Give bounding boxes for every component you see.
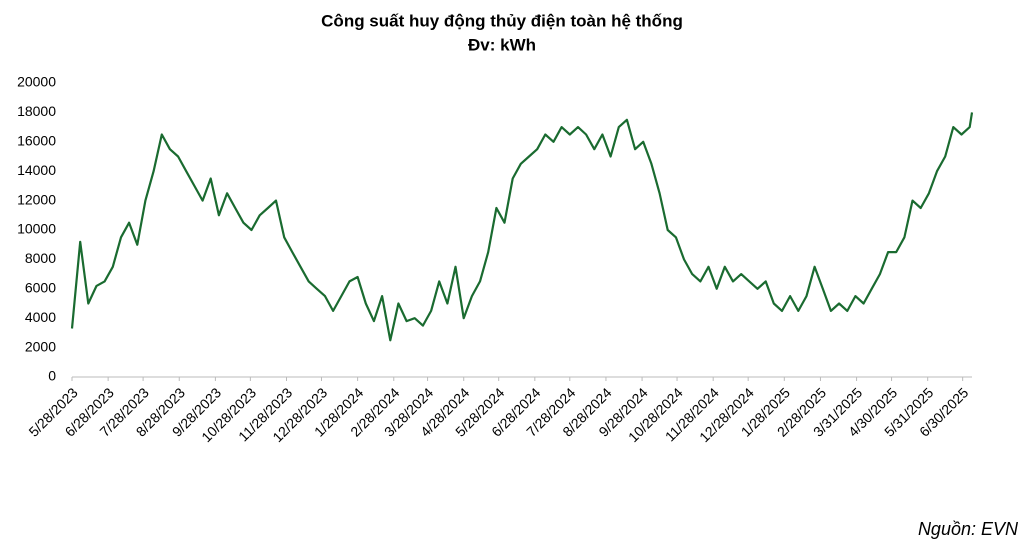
y-tick-label: 12000 xyxy=(17,191,56,207)
y-tick-label: 14000 xyxy=(17,162,56,178)
chart-title: Công suất huy động thủy điện toàn hệ thố… xyxy=(321,11,683,30)
y-tick-label: 18000 xyxy=(17,103,56,119)
y-tick-label: 10000 xyxy=(17,221,56,237)
y-tick-label: 20000 xyxy=(17,74,56,90)
source: Nguồn: EVN xyxy=(918,519,1019,539)
y-tick-label: 8000 xyxy=(25,250,56,266)
y-tick-label: 4000 xyxy=(25,309,56,325)
y-tick-label: 0 xyxy=(48,368,56,384)
y-tick-label: 6000 xyxy=(25,280,56,296)
data-line xyxy=(70,112,974,342)
y-tick-label: 16000 xyxy=(17,133,56,149)
y-tick-label: 2000 xyxy=(25,338,56,354)
chart-subtitle: Đv: kWh xyxy=(468,35,536,54)
